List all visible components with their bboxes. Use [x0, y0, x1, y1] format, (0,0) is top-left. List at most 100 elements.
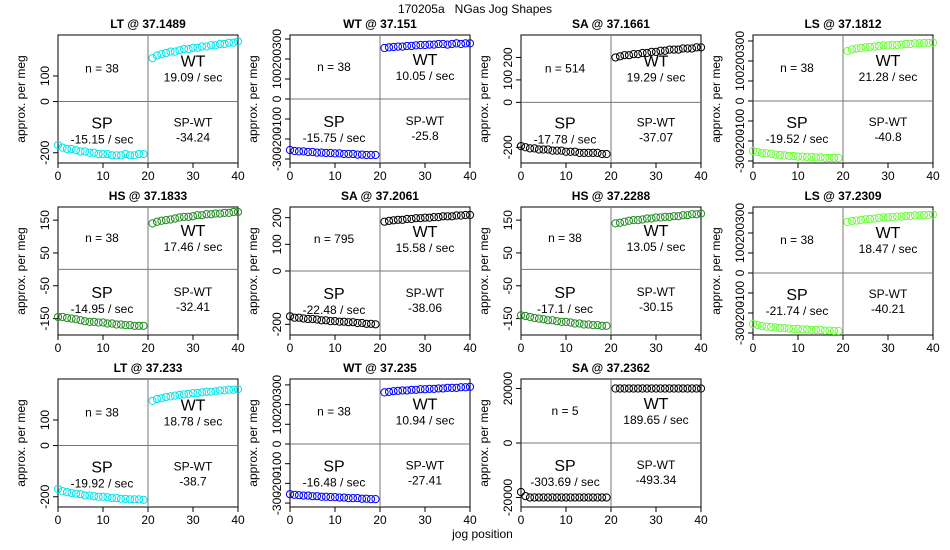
- wt-point: [389, 216, 398, 225]
- sp-point: [371, 150, 380, 160]
- y-tick-label: 0: [501, 99, 515, 106]
- wt-point: [188, 212, 198, 221]
- sp-point: [820, 153, 830, 163]
- sp-point: [366, 150, 376, 160]
- sp-point: [303, 147, 313, 157]
- wt-point: [220, 386, 229, 395]
- sp-point: [816, 325, 825, 335]
- sp-point: [521, 143, 530, 152]
- wt-point: [906, 211, 915, 221]
- sp-point: [330, 493, 340, 502]
- wt-point: [393, 386, 403, 395]
- sp-point: [107, 151, 117, 160]
- sp-point: [561, 317, 571, 326]
- sp-rate: -22.48 / sec: [303, 303, 366, 317]
- wt-point: [638, 384, 647, 393]
- sp-point: [798, 325, 807, 334]
- y-tick-label: -100: [270, 451, 284, 475]
- n-count: n = 514: [545, 62, 586, 76]
- sp-point: [530, 144, 539, 153]
- wt-label: WT: [876, 53, 901, 70]
- sp-point: [58, 143, 67, 152]
- x-tick-label: 10: [559, 513, 573, 527]
- wt-point: [202, 387, 211, 396]
- sp-point: [597, 149, 607, 159]
- y-axis-label: approx. per meg: [477, 399, 491, 486]
- wt-point: [215, 209, 225, 218]
- panel-title: HS @ 37.2288: [572, 189, 651, 203]
- wt-point: [683, 44, 692, 53]
- wt-point: [674, 212, 683, 221]
- sp-point: [570, 147, 580, 156]
- wt-point: [465, 39, 475, 48]
- wt-point: [220, 39, 229, 49]
- y-tick-label: 0: [270, 95, 284, 102]
- y-tick-label: 200: [733, 223, 747, 243]
- wt-point: [211, 387, 220, 396]
- sp-point: [789, 324, 798, 334]
- sp-point: [130, 495, 139, 504]
- wt-point: [642, 384, 652, 393]
- sp-point: [371, 495, 380, 504]
- sp-point: [784, 151, 794, 161]
- x-tick-label: 40: [231, 169, 245, 183]
- sp-point: [339, 317, 349, 326]
- wt-point: [425, 40, 434, 49]
- sp-point: [67, 314, 76, 323]
- y-tick-label: -300: [270, 491, 284, 515]
- sp-point: [780, 323, 789, 333]
- wt-point: [692, 210, 701, 219]
- sp-point: [139, 149, 148, 159]
- sp-point: [353, 494, 362, 503]
- wt-point: [883, 213, 893, 222]
- sp-point: [125, 151, 135, 160]
- wt-point: [461, 39, 470, 48]
- wt-point: [888, 212, 897, 222]
- panel-title: LT @ 37.1489: [110, 17, 186, 31]
- y-tick-label: -50: [38, 277, 52, 295]
- wt-point: [669, 384, 679, 393]
- sp-point: [357, 150, 367, 159]
- wt-point: [170, 47, 180, 56]
- y-axis-label: approx. per meg: [709, 55, 723, 142]
- x-tick-label: 20: [141, 169, 155, 183]
- panel-title: LS @ 37.2309: [804, 189, 881, 203]
- wt-point: [224, 208, 234, 218]
- wt-point: [193, 388, 202, 398]
- wt-point: [206, 41, 216, 50]
- sp-point: [575, 148, 584, 157]
- wt-point: [179, 44, 189, 54]
- wt-rate: 10.94 / sec: [396, 413, 455, 427]
- sp-point: [299, 314, 308, 323]
- sp-point: [317, 492, 326, 501]
- y-tick-label: 150: [38, 210, 52, 230]
- wt-point: [687, 210, 697, 219]
- wt-point: [656, 384, 665, 393]
- wt-point: [398, 386, 407, 395]
- wt-point: [170, 391, 180, 400]
- y-tick-label: -300: [733, 321, 747, 345]
- n-count: n = 38: [85, 231, 119, 245]
- sp-point: [593, 493, 602, 502]
- sp-point: [290, 313, 299, 322]
- wt-point: [407, 385, 416, 394]
- sp-point: [780, 151, 789, 160]
- y-tick-label: -200: [270, 127, 284, 151]
- wt-point: [193, 43, 202, 52]
- n-count: n = 38: [85, 405, 119, 419]
- sp-point: [339, 149, 349, 159]
- x-tick-label: 40: [926, 169, 940, 183]
- diff-label: SP-WT: [174, 459, 213, 473]
- y-tick-label: 100: [733, 243, 747, 263]
- wt-label: WT: [181, 397, 206, 414]
- x-tick-label: 20: [373, 169, 387, 183]
- sp-point: [294, 313, 304, 322]
- x-tick-label: 40: [463, 169, 477, 183]
- y-tick-label: -150: [38, 306, 52, 330]
- wt-rate: 10.05 / sec: [396, 69, 455, 83]
- wt-point: [443, 212, 452, 221]
- diff-value: -40.8: [874, 130, 902, 144]
- sp-point: [80, 317, 90, 326]
- wt-point: [856, 43, 866, 53]
- wt-point: [420, 385, 430, 394]
